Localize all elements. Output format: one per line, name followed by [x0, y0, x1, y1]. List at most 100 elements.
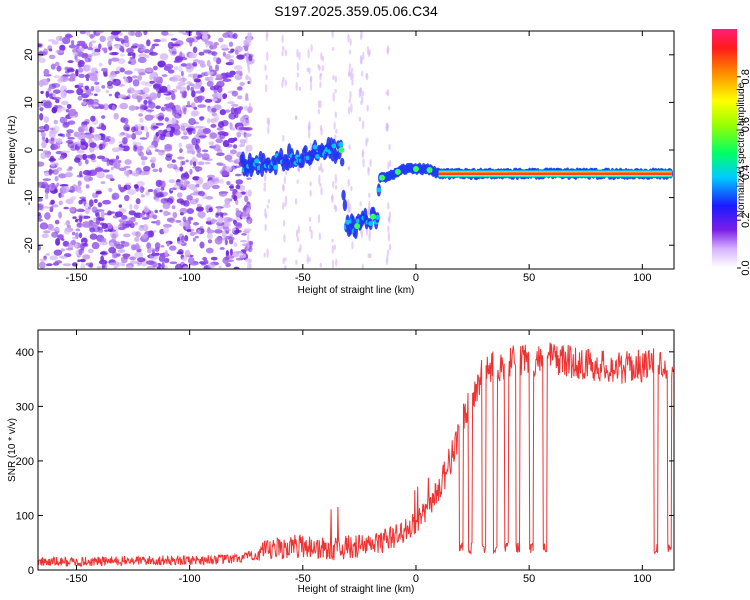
spectrogram-noise-blob [182, 94, 186, 99]
snr-y-tick-label: 300 [16, 401, 34, 413]
spectrogram-noise-blob [87, 248, 94, 254]
spectrogram-noise-blob [92, 133, 102, 141]
spectrogram-noise-blob [98, 143, 104, 151]
spectrogram-noise-blob [152, 230, 157, 233]
spectrogram-noise-blob [166, 108, 173, 113]
spectrogram-noise-blob [58, 157, 64, 161]
spectrogram-noise-blob [247, 189, 252, 197]
spectrogram-noise-blob [163, 210, 170, 217]
spectrogram-streak [347, 33, 350, 43]
spectrogram-noise-blob [85, 159, 89, 165]
spectrogram-noise-blob [242, 45, 249, 48]
spectrogram-noise-blob [228, 236, 235, 242]
spectrogram-noise-blob [119, 188, 125, 193]
spectrogram-noise-blob [195, 36, 201, 40]
spectrogram-noise-blob [152, 168, 159, 173]
spectrogram-noise-blob [84, 57, 91, 63]
spectrogram-noise-blob [166, 240, 170, 247]
spectrogram-noise-blob [147, 189, 154, 193]
spectrogram-noise-blob [154, 209, 158, 214]
spectrogram-streak [334, 89, 337, 94]
spectrogram-noise-blob [38, 203, 44, 211]
spectrogram-streak [360, 56, 363, 65]
spectrogram-noise-blob [198, 135, 207, 138]
spectrogram-noise-blob [57, 234, 64, 240]
spectrogram-noise-blob [77, 259, 81, 263]
spectrogram-noise-blob [170, 188, 174, 192]
spectrogram-streak [248, 102, 252, 109]
spectrogram-noise-blob [155, 76, 163, 84]
spectrogram-noise-blob [76, 40, 86, 44]
spectrogram-streak [281, 34, 284, 44]
spectrogram-noise-blob [218, 191, 228, 197]
spectrogram-noise-blob [221, 119, 229, 127]
spectrogram-noise-blob [233, 137, 238, 142]
spectrogram-noise-blob [126, 217, 131, 222]
spectrogram-noise-blob [228, 185, 235, 189]
spectrogram-noise-blob [129, 260, 138, 265]
spectrogram-noise-blob [197, 104, 207, 108]
spectrogram-noise-blob [38, 218, 43, 222]
spectrogram-noise-blob [134, 89, 139, 97]
spectrogram-noise-blob [75, 68, 79, 77]
spectrogram-noise-blob [146, 242, 152, 250]
spectrogram-noise-blob [89, 233, 98, 240]
spectrogram-ridge-band [341, 189, 346, 201]
spectrogram-hot-spot [394, 168, 401, 175]
spectrogram-noise-blob [41, 233, 49, 239]
spectrogram-noise-blob [125, 220, 133, 225]
spectrogram-noise-blob [127, 89, 131, 94]
spectrogram-streak [351, 241, 354, 250]
spectrogram-noise-blob [100, 251, 106, 255]
spectrogram-noise-blob [158, 149, 165, 156]
spectrogram-noise-blob [135, 231, 141, 238]
spectrogram-noise-blob [196, 152, 203, 158]
spectrogram-noise-blob [53, 249, 63, 256]
spectrogram-streak [319, 73, 322, 81]
spectrogram-noise-blob [117, 249, 126, 253]
spectrogram-ridge-band [303, 145, 308, 154]
spectrogram-noise-blob [82, 221, 91, 228]
spectrogram-noise-blob [55, 98, 60, 104]
spectrogram-noise-blob [65, 89, 75, 94]
spectrogram-noise-blob [224, 238, 228, 246]
spectrogram-noise-blob [244, 258, 253, 263]
spectrogram-noise-blob [198, 177, 204, 184]
spectrogram-noise-blob [42, 206, 51, 209]
spectrogram-streak [284, 49, 288, 57]
spectrogram-noise-blob [50, 160, 56, 167]
spectrogram-noise-blob [233, 242, 238, 248]
spectrogram-streak [360, 100, 363, 106]
spectrogram-noise-blob [152, 125, 159, 129]
spectrogram-noise-blob [194, 125, 204, 129]
spectrogram-noise-blob [158, 85, 168, 93]
colorbar-label: Normalized spectral amplitude [736, 82, 747, 217]
spectrogram-streak [320, 51, 323, 61]
spectrogram-noise-blob [122, 42, 129, 46]
spectrogram-noise-blob [101, 115, 106, 119]
spectrogram-noise-blob [111, 104, 116, 111]
spectrogram-noise-blob [117, 38, 125, 42]
spectrogram-streak [335, 128, 338, 134]
spectrogram-streak [308, 129, 311, 139]
spectrogram-noise-blob [176, 198, 184, 204]
spectrogram-noise-blob [192, 61, 198, 67]
spectrogram-noise-blob [215, 74, 223, 79]
spectrogram-noise-blob [186, 208, 195, 214]
spectrogram-noise-blob [108, 187, 113, 193]
spectrogram-streak [295, 259, 298, 266]
spectrogram-noise-blob [67, 142, 75, 148]
spectrogram-streak [296, 48, 299, 58]
spectrogram-noise-blob [165, 155, 173, 161]
spectrogram-streak [348, 203, 352, 213]
spectrogram-ridge-hot [254, 158, 260, 164]
figure-title: S197.2025.359.05.06.C34 [274, 3, 438, 19]
spectrogram-noise-blob [222, 78, 232, 82]
spectrogram-noise-blob [92, 98, 99, 103]
spectrogram-noise-blob [233, 195, 238, 202]
spectrogram-noise-blob [183, 180, 191, 185]
spectrogram-noise-blob [211, 178, 221, 184]
spectrogram-y-tick-label: 0 [23, 147, 35, 153]
spectrogram-noise-blob [225, 31, 234, 35]
spectrogram-noise-blob [241, 232, 247, 236]
